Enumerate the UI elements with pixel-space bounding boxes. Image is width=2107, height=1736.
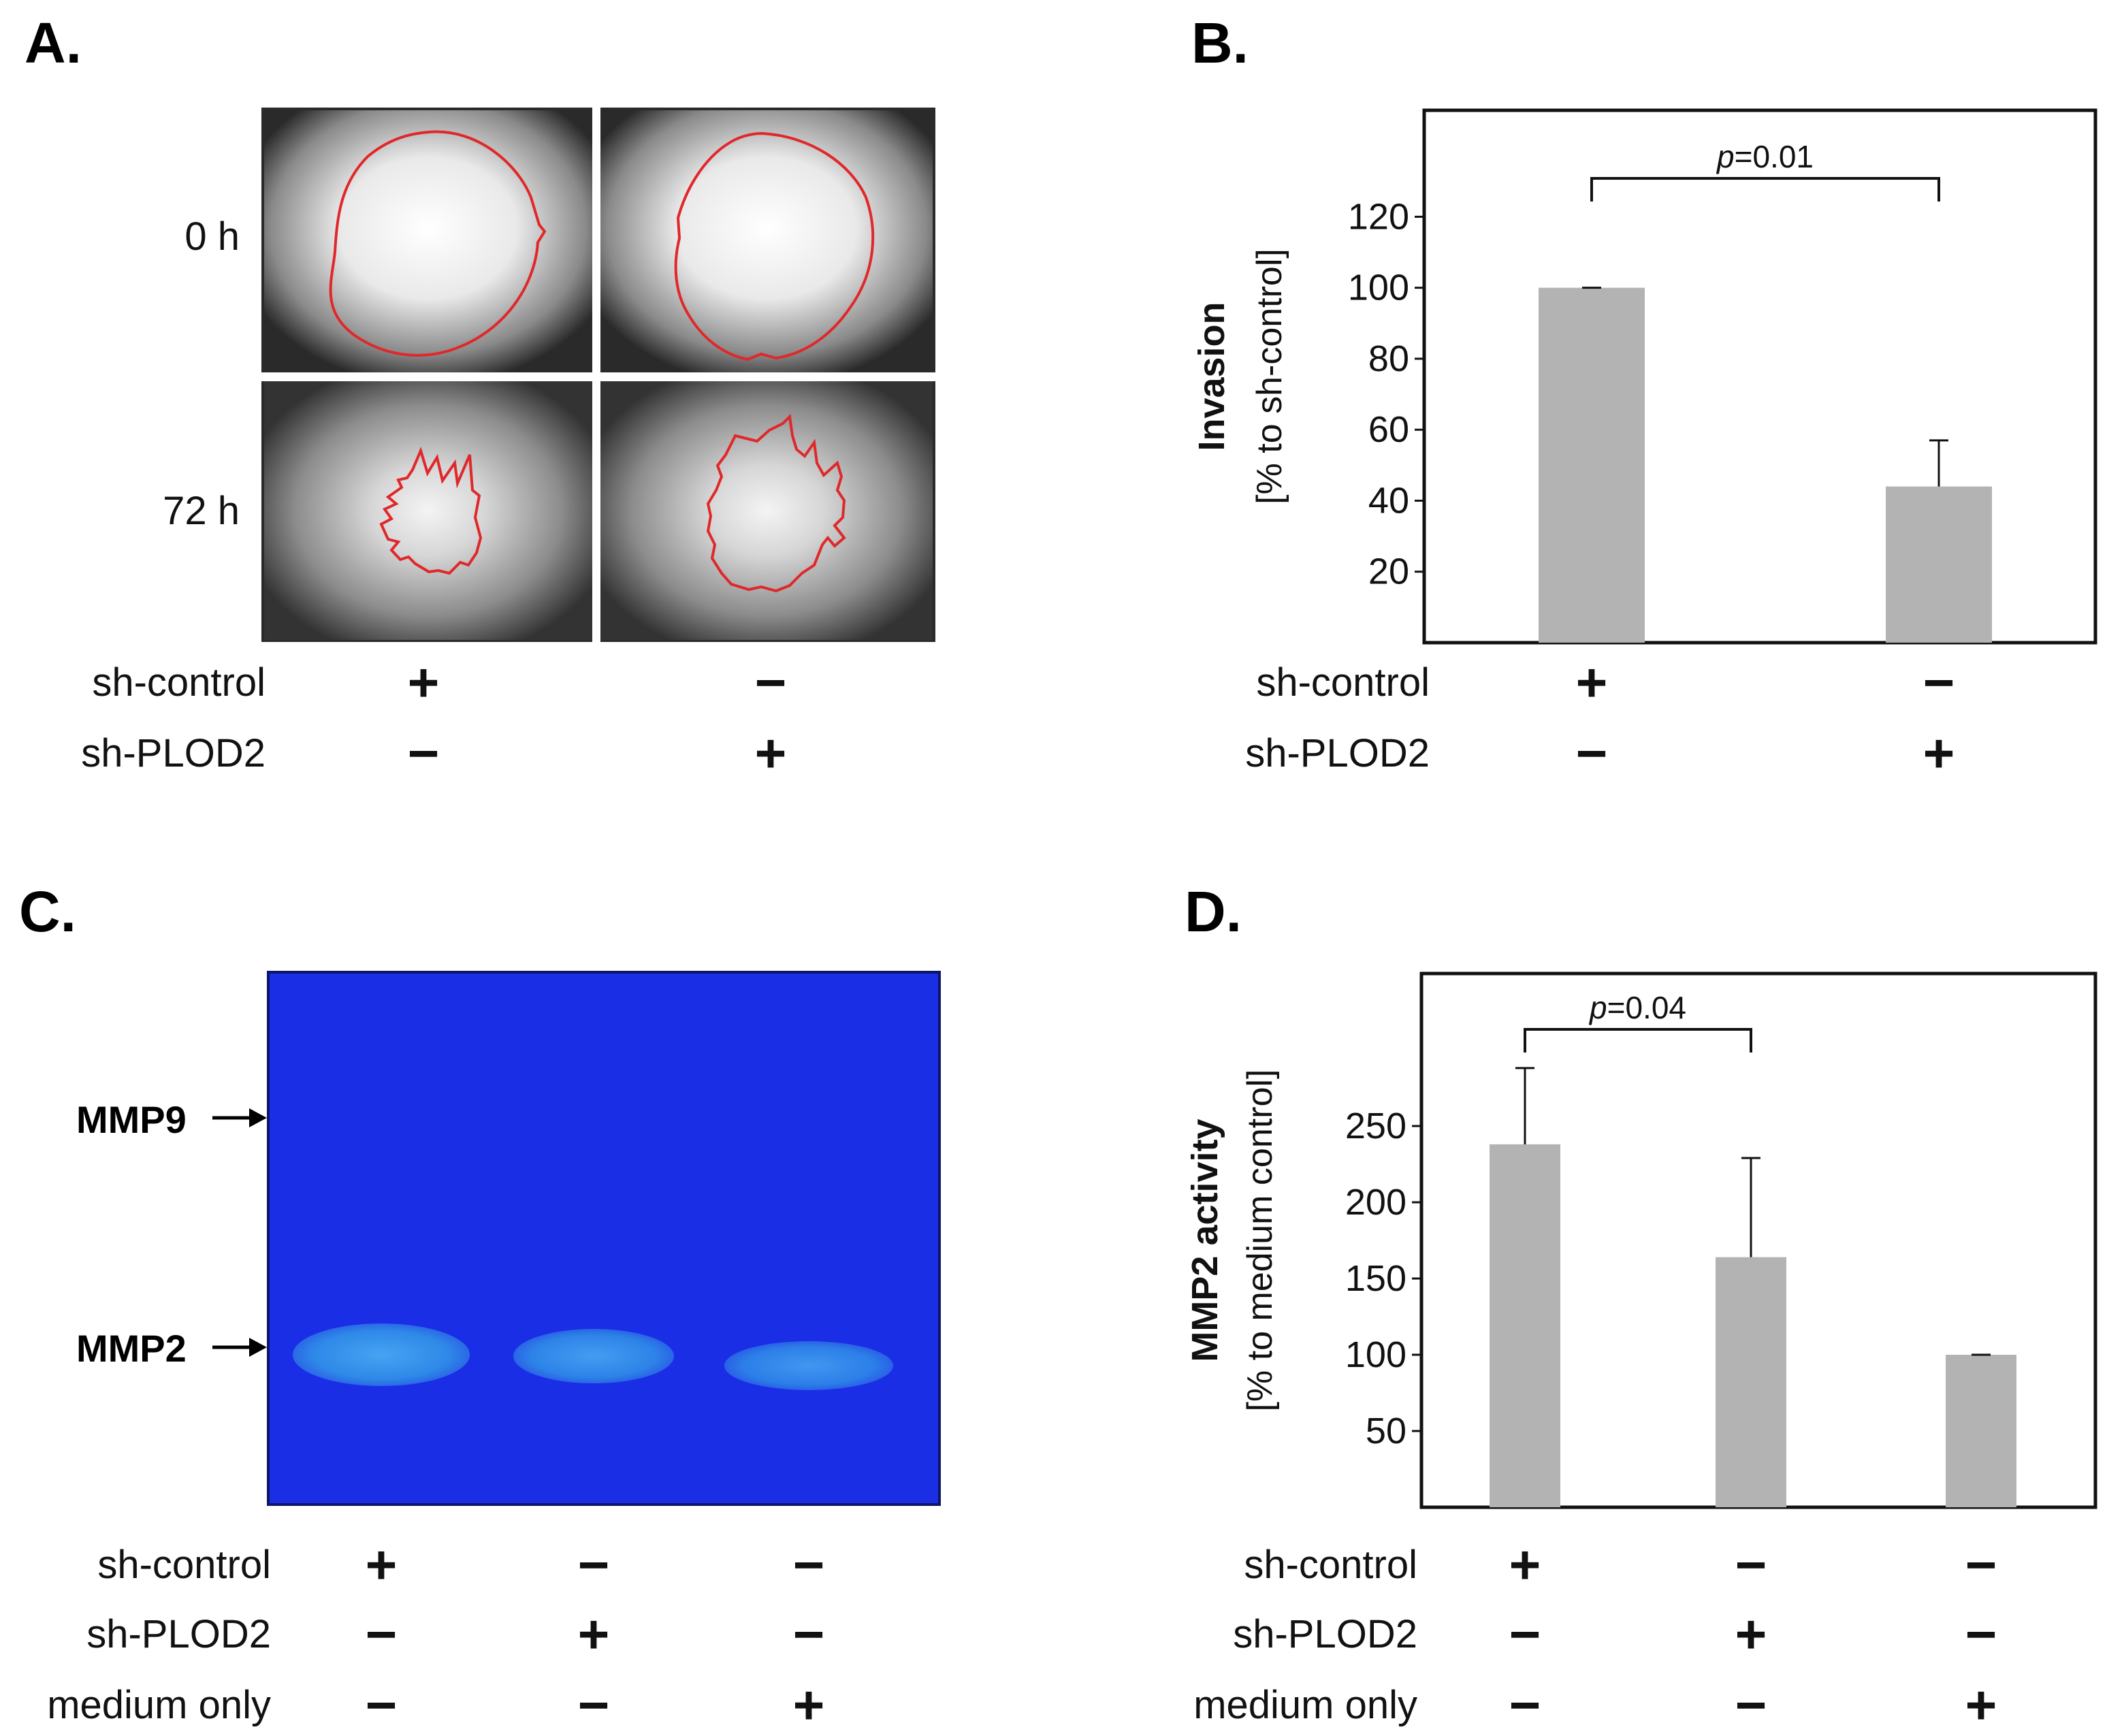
y-tick-label: 60 (1368, 409, 1409, 450)
wound-outline-72h-control (379, 447, 483, 575)
plus-sign: + (408, 652, 440, 713)
plus-sign: + (1923, 723, 1955, 784)
y-tick-label: 20 (1368, 551, 1409, 592)
minus-sign: − (755, 652, 787, 713)
condition-label-sh-PLOD2: sh-PLOD2 (86, 1612, 271, 1656)
arrow-right-icon (249, 1338, 267, 1357)
p-symbol: p (1716, 139, 1735, 174)
grid-divider-horizontal (261, 372, 935, 381)
bar-sh-PLOD2 (1716, 1257, 1786, 1507)
gel-background (267, 971, 941, 1506)
significance-bracket (1590, 177, 1940, 202)
bar-sh-control (1539, 287, 1645, 643)
minus-sign: − (366, 1675, 398, 1735)
bar-sh-control (1490, 1144, 1560, 1507)
bar-medium-only (1946, 1355, 2016, 1507)
micrograph-grid (261, 108, 935, 642)
minus-sign: − (578, 1675, 610, 1735)
y-axis-subtitle: [% to sh-control] (1250, 248, 1289, 504)
y-tick-label: 100 (1345, 1334, 1406, 1375)
y-tick-label: 80 (1368, 338, 1409, 379)
p-value: =0.01 (1735, 139, 1814, 174)
minus-sign: − (1923, 652, 1955, 713)
y-tick-label: 200 (1345, 1182, 1406, 1223)
micrograph-72h-plod2 (600, 381, 933, 640)
minus-sign: − (366, 1604, 398, 1665)
plus-sign: + (1576, 652, 1608, 713)
band-label-mmp2: MMP2 (76, 1327, 187, 1370)
condition-label-sh-PLOD2: sh-PLOD2 (81, 731, 266, 775)
plus-sign: + (1735, 1604, 1767, 1665)
wound-outline-72h-plod2 (706, 413, 846, 593)
chart-d: 50 100 150 200 250 p=0.04 MMP2 activity [% to m… (1185, 971, 2097, 1509)
p-value: =0.04 (1607, 990, 1686, 1025)
panel-c-conditions: sh-control + − − sh-PLOD2 − + − medium only − − + (47, 1534, 824, 1735)
row-label-72h: 72 h (163, 489, 240, 533)
p-value-label: p=0.04 (1588, 990, 1686, 1025)
p-symbol: p (1588, 990, 1607, 1025)
panel-a-letter: A. (25, 11, 82, 75)
wound-outline-0h-control (329, 130, 547, 357)
minus-sign: − (1965, 1604, 1997, 1665)
p-value-label: p=0.01 (1716, 139, 1814, 174)
bar-sh-PLOD2 (1886, 486, 1992, 643)
plot-frame (1422, 108, 2097, 645)
band-label-mmp9: MMP9 (76, 1098, 187, 1141)
condition-label-medium-only: medium only (47, 1683, 271, 1727)
condition-label-sh-control: sh-control (1244, 1543, 1417, 1587)
y-axis-title: MMP2 activity (1185, 1119, 1225, 1362)
arrow-right-icon (249, 1108, 267, 1127)
band-marker-mmp9: MMP9 (76, 1098, 267, 1141)
panel-d-letter: D. (1185, 880, 1242, 944)
minus-sign: − (1576, 723, 1608, 784)
plus-sign: + (1965, 1675, 1997, 1735)
chart-b: 20 40 60 80 100 120 p=0.01 Invasion [% to sh-con… (1191, 108, 2097, 645)
zymography-gel (267, 971, 941, 1506)
condition-label-sh-PLOD2: sh-PLOD2 (1245, 731, 1430, 775)
row-label-0h: 0 h (184, 214, 240, 259)
minus-sign: − (1965, 1534, 1997, 1595)
panel-b-conditions: sh-control + − sh-PLOD2 − + (1245, 652, 1955, 784)
minus-sign: − (1735, 1534, 1767, 1595)
condition-label-medium-only: medium only (1193, 1683, 1417, 1727)
band-mmp2-lane-2 (513, 1329, 674, 1383)
minus-sign: − (578, 1534, 610, 1595)
band-marker-mmp2: MMP2 (76, 1327, 267, 1370)
micrograph-72h-control (264, 381, 592, 640)
y-axis-title: Invasion (1191, 302, 1232, 451)
minus-sign: − (1735, 1675, 1767, 1735)
minus-sign: − (1509, 1675, 1541, 1735)
plus-sign: + (1509, 1534, 1541, 1595)
condition-label-sh-control: sh-control (97, 1543, 271, 1587)
minus-sign: − (793, 1604, 825, 1665)
condition-label-sh-control: sh-control (1256, 660, 1430, 705)
y-tick-label: 40 (1368, 480, 1409, 521)
y-tick-label: 250 (1345, 1106, 1406, 1146)
y-axis-subtitle: [% to medium control] (1240, 1070, 1280, 1412)
y-tick-label: 150 (1345, 1258, 1406, 1299)
plus-sign: + (578, 1604, 610, 1665)
y-tick-label: 120 (1348, 196, 1409, 237)
plus-sign: + (755, 723, 787, 784)
panel-d-conditions: sh-control + − − sh-PLOD2 − + − medium only − − + (1193, 1534, 1997, 1735)
band-mmp2-lane-1 (293, 1323, 470, 1386)
wound-outline-0h-plod2 (674, 131, 875, 361)
micrograph-0h-plod2 (600, 110, 933, 372)
panel-a-conditions: sh-control + − sh-PLOD2 − + (81, 652, 786, 784)
y-tick-label: 100 (1348, 268, 1409, 308)
plus-sign: + (793, 1675, 825, 1735)
condition-label-sh-control: sh-control (92, 660, 266, 705)
y-tick-label: 50 (1366, 1411, 1406, 1451)
band-mmp2-lane-3 (724, 1341, 893, 1390)
condition-label-sh-PLOD2: sh-PLOD2 (1233, 1612, 1417, 1656)
minus-sign: − (408, 723, 440, 784)
minus-sign: − (793, 1534, 825, 1595)
micrograph-0h-control (264, 110, 592, 372)
significance-bracket (1524, 1028, 1752, 1052)
plus-sign: + (366, 1534, 398, 1595)
minus-sign: − (1509, 1604, 1541, 1665)
panel-c-letter: C. (19, 880, 76, 944)
panel-b-letter: B. (1191, 11, 1249, 75)
